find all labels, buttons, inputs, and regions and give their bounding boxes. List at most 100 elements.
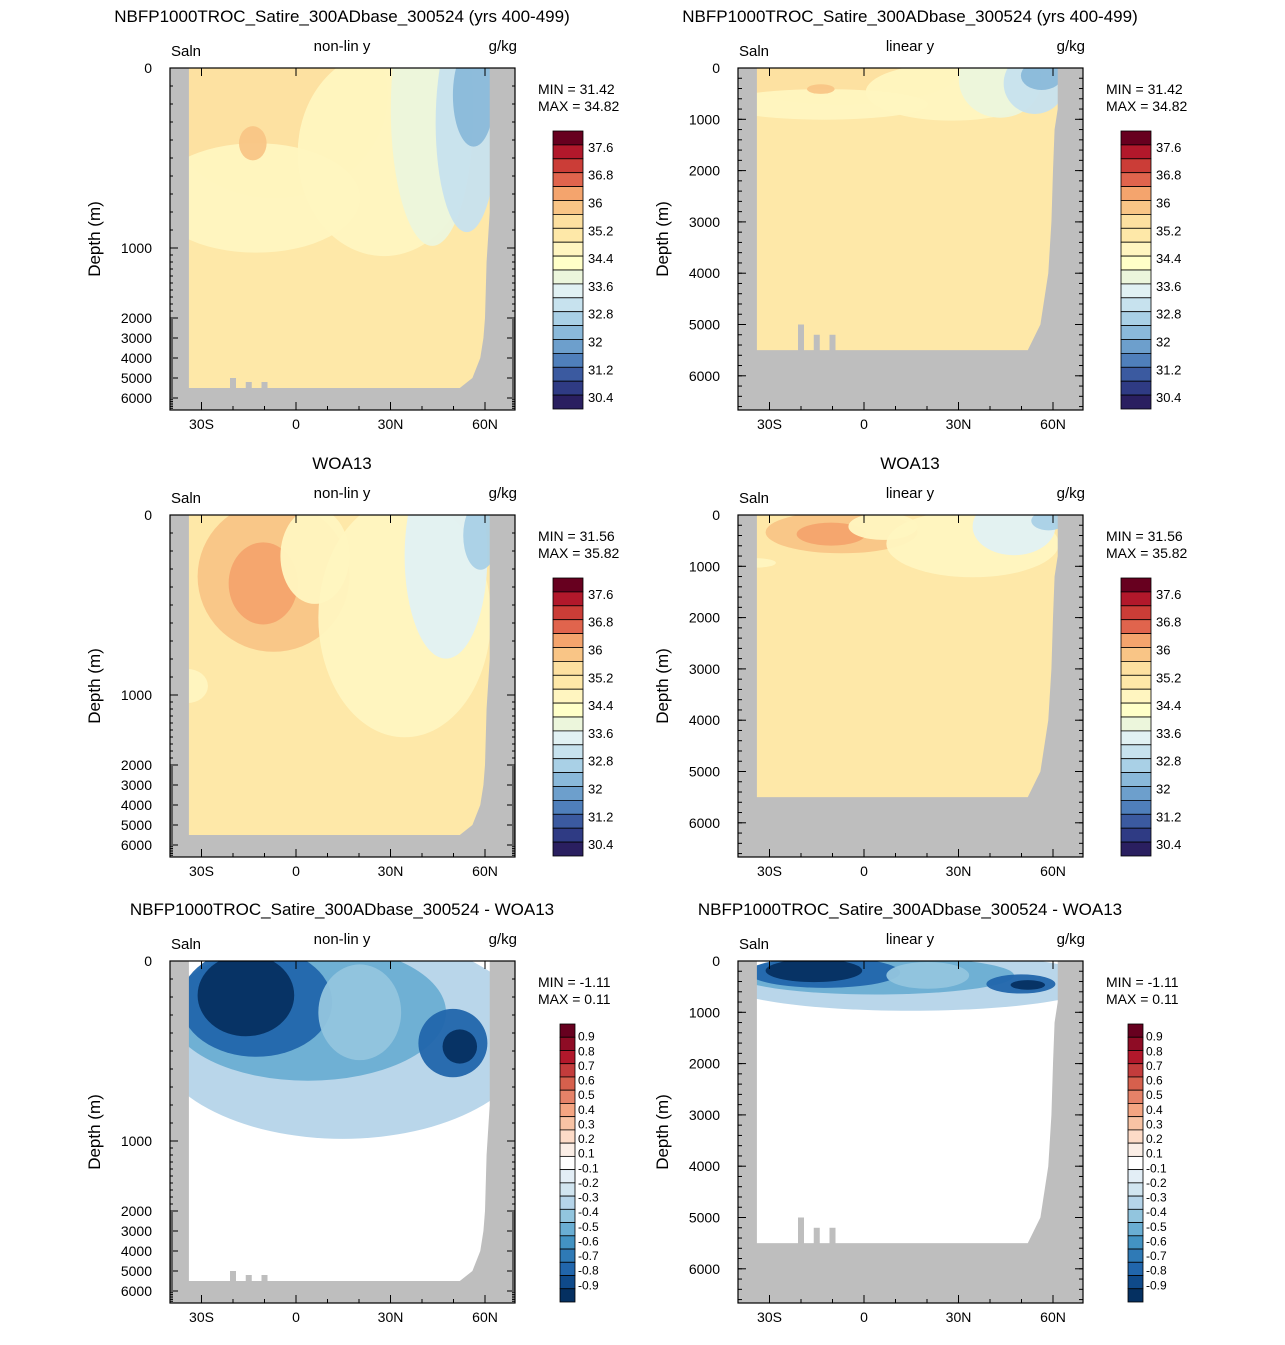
colorbar-swatch	[552, 269, 584, 285]
colorbar-label: 0.9	[578, 1030, 595, 1044]
colorbar-label: 32	[588, 335, 602, 350]
y-tick-label: 2000	[689, 1056, 720, 1072]
chart-title: WOA13	[312, 454, 372, 473]
colorbar-swatch	[1120, 200, 1152, 215]
y-tick-label: 6000	[121, 390, 152, 406]
colorbar-label: 35.2	[588, 223, 613, 238]
colorbar-swatch	[1127, 1116, 1144, 1131]
y-tick-label: 0	[144, 507, 152, 523]
variable-label: Saln	[171, 43, 201, 60]
colorbar-swatch	[1120, 786, 1152, 801]
colorbar-swatch	[1120, 380, 1152, 396]
x-tick-label: 30N	[946, 1309, 972, 1325]
colorbar-swatch	[552, 311, 584, 327]
y-scale-label: non-lin y	[314, 38, 371, 55]
y-tick-label: 6000	[689, 815, 720, 831]
colorbar-swatch	[552, 786, 584, 801]
seafloor	[738, 797, 1083, 857]
colorbar-label: 30.4	[1156, 390, 1181, 405]
min-label: MIN = 31.42	[1106, 81, 1183, 97]
colorbar-swatch	[1127, 1169, 1144, 1184]
y-tick-label: 1000	[689, 1004, 720, 1020]
y-scale-label: non-lin y	[314, 485, 371, 502]
plot-frame	[737, 67, 1084, 411]
max-label: MAX = 35.82	[538, 545, 620, 561]
colorbar-swatch	[552, 352, 584, 368]
ridge	[261, 1275, 268, 1282]
colorbar-swatch	[1127, 1142, 1144, 1157]
colorbar-label: 33.6	[1156, 279, 1181, 294]
seafloor	[738, 350, 1083, 410]
colorbar-swatch	[552, 702, 584, 718]
contour-blob	[239, 126, 267, 161]
colorbar-swatch	[559, 1142, 576, 1157]
y-tick-label: 5000	[121, 370, 152, 386]
ridge	[261, 382, 268, 389]
chart-title: NBFP1000TROC_Satire_300ADbase_300524 (yr…	[114, 7, 569, 26]
y-tick-label: 4000	[121, 350, 152, 366]
colorbar-swatch	[552, 827, 584, 843]
y-tick-label: 2000	[121, 1203, 152, 1219]
colorbar-label: 37.6	[1156, 140, 1181, 155]
y-tick-label: 3000	[689, 661, 720, 677]
colorbar-swatch	[552, 255, 584, 271]
colorbar-label: 0.7	[578, 1059, 595, 1073]
ridge	[245, 382, 252, 389]
colorbar-label: 31.2	[1156, 809, 1181, 824]
colorbar-label: 34.4	[588, 698, 613, 713]
chart-title: NBFP1000TROC_Satire_300ADbase_300524 - W…	[130, 900, 554, 919]
colorbar-label: 0.1	[578, 1147, 595, 1161]
colorbar-label: 32.8	[588, 754, 613, 769]
colorbar-swatch	[1120, 716, 1152, 732]
colorbar-label: 34.4	[1156, 698, 1181, 713]
x-tick-label: 30N	[378, 863, 404, 879]
units-label: g/kg	[1057, 38, 1085, 55]
colorbar-label: -0.9	[1146, 1278, 1167, 1292]
ridge	[230, 1271, 236, 1282]
colorbar-swatch	[1120, 186, 1152, 201]
y-tick-label: 1000	[689, 111, 720, 127]
contour-field	[170, 68, 515, 410]
colorbar-swatch	[559, 1208, 576, 1223]
x-tick-label: 60N	[1040, 863, 1066, 879]
colorbar-label: 35.2	[588, 670, 613, 685]
contour-blob	[318, 964, 402, 1061]
x-tick-label: 0	[292, 1309, 300, 1325]
max-label: MAX = 0.11	[538, 991, 611, 1007]
chart-title: NBFP1000TROC_Satire_300ADbase_300524 - W…	[698, 900, 1122, 919]
colorbar-swatch	[1127, 1275, 1144, 1290]
colorbar-label: 37.6	[588, 140, 613, 155]
x-tick-label: 30N	[378, 1309, 404, 1325]
land-north	[459, 961, 515, 1303]
colorbar-label: -0.5	[578, 1220, 599, 1234]
colorbar-swatch	[552, 841, 584, 857]
y-tick-label: 4000	[689, 265, 720, 281]
colorbar-swatch	[559, 1063, 576, 1078]
colorbar-label: 32.8	[1156, 307, 1181, 322]
variable-label: Saln	[171, 936, 201, 953]
colorbar-label: 32.8	[1156, 754, 1181, 769]
colorbar-swatch	[559, 1076, 576, 1091]
y-tick-label: 2000	[121, 310, 152, 326]
plot-frame	[169, 960, 516, 1304]
contour-blob	[886, 961, 970, 989]
colorbar-label: 36	[588, 196, 602, 211]
colorbar-swatch	[559, 1235, 576, 1250]
chart-panel-3: WOA13 Saln non-lin y g/kg 30S 0 30N 60N 0 1000 200…	[85, 454, 620, 879]
y-tick-label: 5000	[121, 1263, 152, 1279]
y-tick-label: 4000	[689, 712, 720, 728]
colorbar-swatch	[1120, 619, 1152, 635]
colorbar-swatch	[1127, 1235, 1144, 1250]
y-axis-label: Depth (m)	[653, 1094, 672, 1170]
colorbar-swatch	[1127, 1063, 1144, 1078]
ridge	[245, 1275, 252, 1282]
colorbar-swatch	[559, 1023, 576, 1038]
colorbar-swatch	[1127, 1288, 1144, 1303]
contour-blob	[765, 961, 863, 983]
x-tick-label: 0	[292, 863, 300, 879]
colorbar-label: 36	[1156, 643, 1170, 658]
land-south	[170, 961, 189, 1303]
colorbar-label: -0.6	[578, 1234, 599, 1248]
ridge	[798, 1217, 804, 1245]
colorbar-label: 30.4	[588, 837, 613, 852]
